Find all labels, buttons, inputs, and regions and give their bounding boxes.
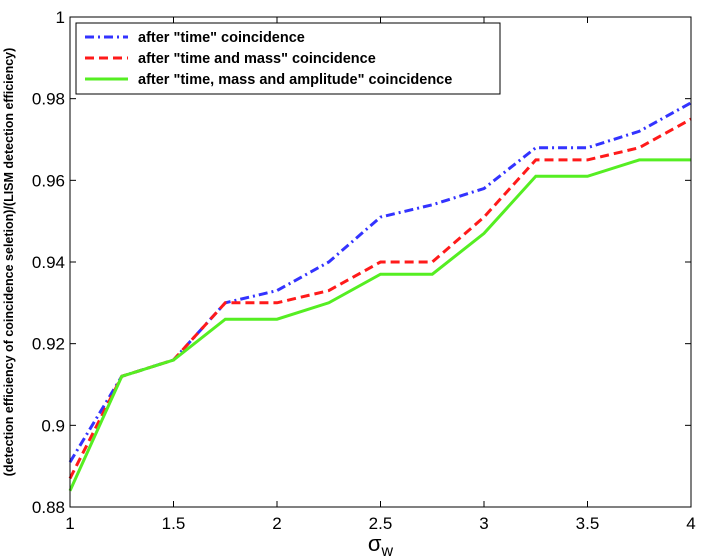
x-tick-label: 3.5: [576, 514, 600, 533]
x-axis: 1 1.5 2 2.5 3 3.5 4: [65, 17, 696, 533]
x-tick-label: 1: [65, 514, 74, 533]
x-axis-label-subscript: w: [381, 543, 394, 560]
series-line-3: [68, 158, 691, 492]
y-tick-label: 0.92: [32, 335, 65, 354]
legend-label-3: after "time, mass and amplitude" coincid…: [138, 72, 452, 88]
x-tick-label: 1.5: [162, 514, 186, 533]
legend-box: [75, 22, 501, 95]
x-axis-label: σw: [368, 531, 394, 560]
x-tick-label: 3: [479, 514, 488, 533]
series-layer: [68, 101, 692, 492]
x-axis-label-main: σ: [368, 531, 382, 556]
y-axis: 0.88 0.9 0.92 0.94 0.96 0.98 1: [32, 8, 691, 517]
y-axis-label: (detection efficiency of coincidence sel…: [2, 48, 16, 477]
legend: after "time" coincidence after "time and …: [75, 22, 501, 95]
y-tick-label: 0.88: [32, 498, 65, 517]
legend-label-2: after "time and mass" coincidence: [138, 51, 376, 67]
legend-label-1: after "time" coincidence: [138, 30, 305, 46]
x-tick-label: 4: [686, 514, 695, 533]
y-tick-label: 0.9: [41, 416, 65, 435]
y-tick-label: 1: [56, 8, 65, 27]
y-tick-label: 0.96: [32, 171, 65, 190]
x-tick-label: 2.5: [369, 514, 393, 533]
y-tick-label: 0.98: [32, 90, 65, 109]
x-tick-label: 2: [272, 514, 281, 533]
y-tick-label: 0.94: [32, 253, 65, 272]
